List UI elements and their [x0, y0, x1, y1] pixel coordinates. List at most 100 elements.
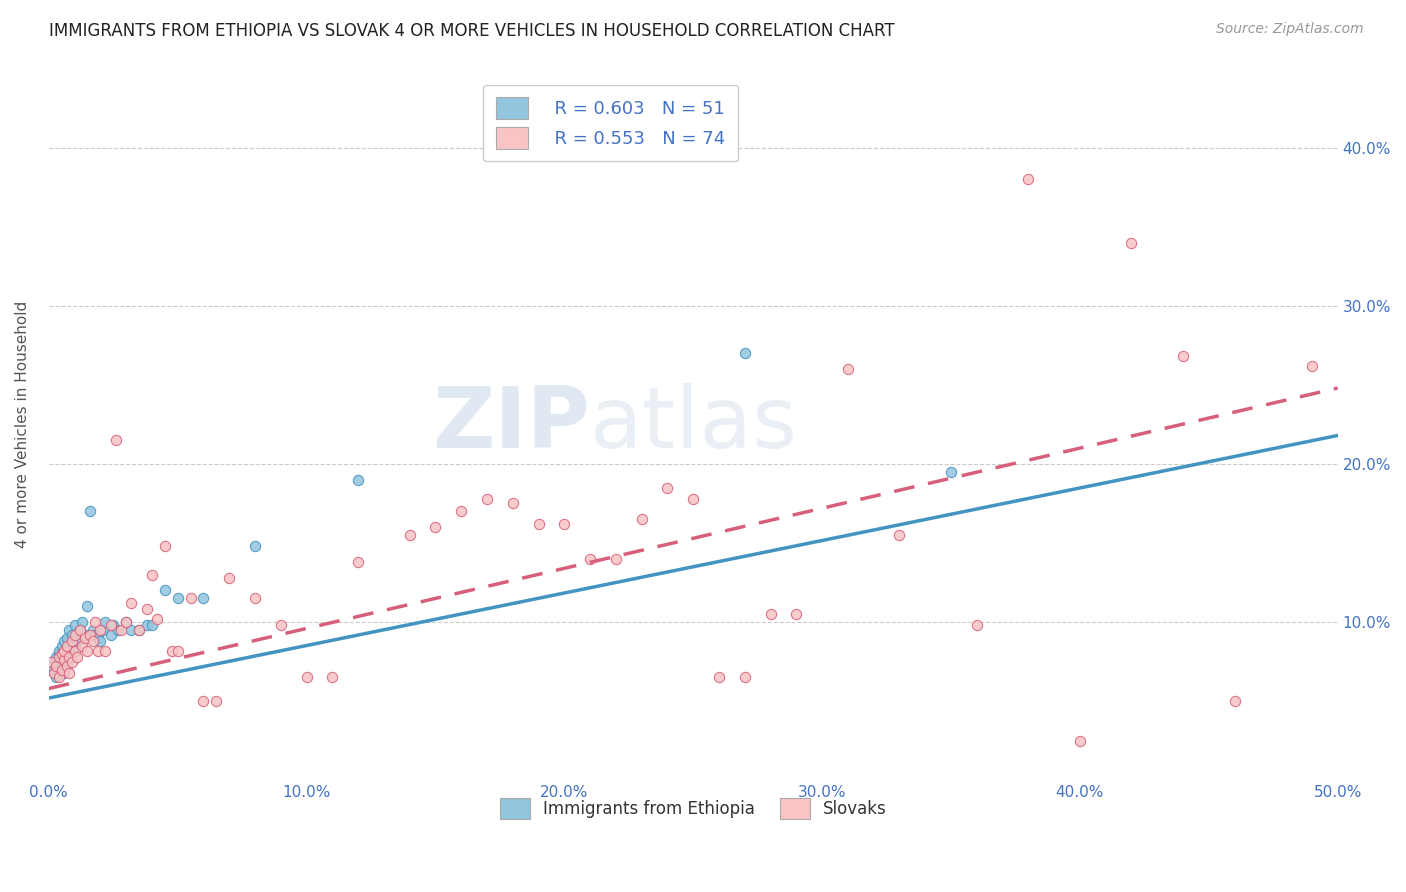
Point — [48, 649, 70, 664]
Point — [63, 628, 86, 642]
Point — [1223, 694, 1246, 708]
Point — [73, 631, 96, 645]
Point — [53, 665, 76, 680]
Point — [128, 623, 150, 637]
Point — [56, 631, 79, 645]
Point — [51, 663, 73, 677]
Point — [76, 599, 98, 614]
Point — [166, 591, 188, 606]
Point — [82, 634, 104, 648]
Text: IMMIGRANTS FROM ETHIOPIA VS SLOVAK 4 OR MORE VEHICLES IN HOUSEHOLD CORRELATION C: IMMIGRANTS FROM ETHIOPIA VS SLOVAK 4 OR … — [49, 22, 894, 40]
Point — [87, 643, 110, 657]
Point — [682, 491, 704, 506]
Point — [48, 663, 70, 677]
Point — [79, 504, 101, 518]
Point — [42, 665, 65, 680]
Point — [115, 615, 138, 629]
Point — [53, 653, 76, 667]
Point — [193, 694, 215, 708]
Point — [58, 623, 80, 637]
Point — [51, 657, 73, 672]
Point — [180, 591, 202, 606]
Point — [218, 571, 240, 585]
Point — [89, 623, 111, 637]
Point — [58, 639, 80, 653]
Point — [425, 520, 447, 534]
Point — [82, 623, 104, 637]
Point — [60, 655, 83, 669]
Text: Source: ZipAtlas.com: Source: ZipAtlas.com — [1216, 22, 1364, 37]
Point — [58, 649, 80, 664]
Point — [60, 628, 83, 642]
Point — [270, 618, 292, 632]
Point — [79, 628, 101, 642]
Point — [104, 434, 127, 448]
Point — [243, 591, 266, 606]
Point — [135, 602, 157, 616]
Point — [42, 665, 65, 680]
Y-axis label: 4 or more Vehicles in Household: 4 or more Vehicles in Household — [15, 301, 30, 548]
Text: atlas: atlas — [591, 383, 799, 466]
Point — [153, 583, 176, 598]
Point — [939, 465, 962, 479]
Point — [162, 643, 184, 657]
Point — [69, 623, 91, 637]
Point — [347, 555, 370, 569]
Point — [734, 671, 756, 685]
Point — [69, 623, 91, 637]
Point — [94, 615, 117, 629]
Legend: Immigrants from Ethiopia, Slovaks: Immigrants from Ethiopia, Slovaks — [494, 792, 893, 825]
Point — [51, 639, 73, 653]
Point — [347, 473, 370, 487]
Point — [889, 528, 911, 542]
Point — [53, 659, 76, 673]
Point — [398, 528, 420, 542]
Point — [100, 628, 122, 642]
Point — [141, 618, 163, 632]
Point — [60, 634, 83, 648]
Point — [66, 634, 89, 648]
Point — [58, 649, 80, 664]
Point — [89, 634, 111, 648]
Point — [502, 496, 524, 510]
Text: ZIP: ZIP — [432, 383, 591, 466]
Point — [553, 517, 575, 532]
Point — [87, 631, 110, 645]
Point — [837, 362, 859, 376]
Point — [56, 639, 79, 653]
Point — [450, 504, 472, 518]
Point — [1069, 733, 1091, 747]
Point — [51, 647, 73, 661]
Point — [72, 615, 94, 629]
Point — [60, 647, 83, 661]
Point — [1301, 359, 1323, 373]
Point — [48, 643, 70, 657]
Point — [56, 653, 79, 667]
Point — [56, 659, 79, 673]
Point — [630, 512, 652, 526]
Point — [205, 694, 228, 708]
Point — [734, 346, 756, 360]
Point — [785, 607, 807, 622]
Point — [605, 552, 627, 566]
Point — [76, 643, 98, 657]
Point — [51, 653, 73, 667]
Point — [657, 481, 679, 495]
Point — [63, 643, 86, 657]
Point — [193, 591, 215, 606]
Point — [41, 659, 63, 673]
Point — [107, 623, 129, 637]
Point — [1171, 350, 1194, 364]
Point — [115, 615, 138, 629]
Point — [66, 649, 89, 664]
Point — [56, 643, 79, 657]
Point — [1017, 172, 1039, 186]
Point — [48, 647, 70, 661]
Point — [141, 567, 163, 582]
Point — [72, 639, 94, 653]
Point — [707, 671, 730, 685]
Point — [84, 628, 107, 642]
Point — [120, 623, 142, 637]
Point — [100, 618, 122, 632]
Point — [579, 552, 602, 566]
